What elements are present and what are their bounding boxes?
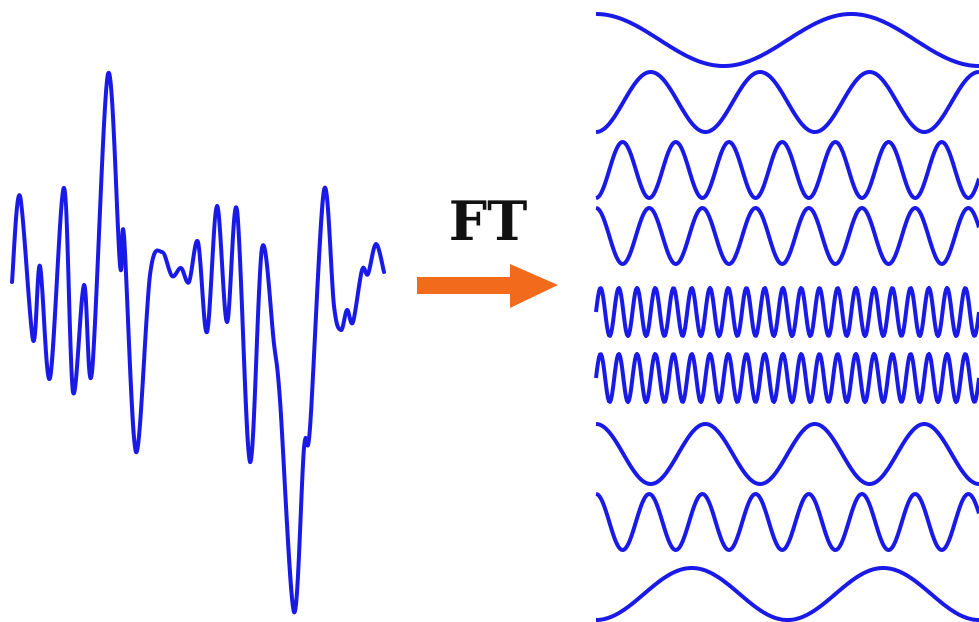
component-sine-waves	[594, 12, 979, 622]
sine-wave-1	[595, 12, 979, 68]
sine-wave-4	[595, 206, 979, 266]
sine-wave-2	[595, 70, 979, 134]
sine-wave-7	[595, 422, 979, 486]
ft-label: FT	[449, 189, 528, 253]
sine-wave-8	[595, 492, 979, 552]
right-arrow-icon	[417, 264, 558, 308]
sine-wave-3	[595, 140, 979, 200]
sine-wave-9	[595, 566, 979, 622]
sine-wave-5	[594, 286, 979, 338]
sine-wave-6	[594, 352, 979, 404]
composite-signal-waveform	[10, 70, 386, 615]
